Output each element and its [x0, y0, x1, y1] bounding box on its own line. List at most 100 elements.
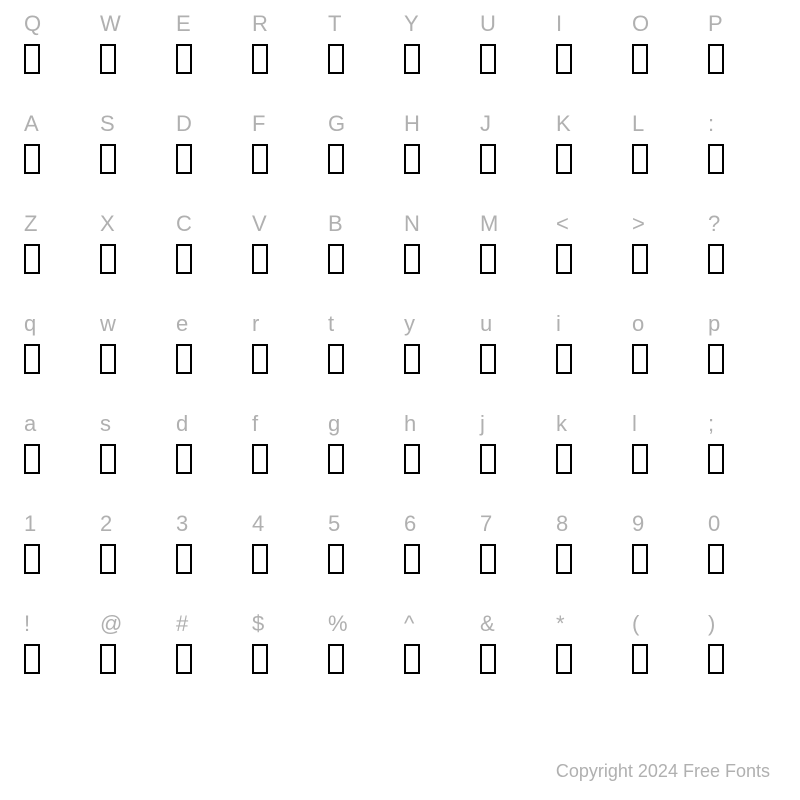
glyph-box — [252, 244, 268, 274]
char-cell: D — [172, 110, 248, 210]
char-label: C — [176, 210, 192, 238]
char-label: 0 — [708, 510, 720, 538]
char-cell: C — [172, 210, 248, 310]
char-cell: O — [628, 10, 704, 110]
glyph-box — [556, 144, 572, 174]
char-label: 8 — [556, 510, 568, 538]
char-cell: 6 — [400, 510, 476, 610]
char-label: * — [556, 610, 565, 638]
char-cell: 7 — [476, 510, 552, 610]
char-cell: H — [400, 110, 476, 210]
char-label: U — [480, 10, 496, 38]
char-label: 3 — [176, 510, 188, 538]
glyph-box — [100, 244, 116, 274]
glyph-box — [100, 344, 116, 374]
glyph-box — [708, 144, 724, 174]
char-label: ) — [708, 610, 715, 638]
char-label: < — [556, 210, 569, 238]
glyph-box — [556, 644, 572, 674]
char-label: w — [100, 310, 116, 338]
char-label: 4 — [252, 510, 264, 538]
char-label: M — [480, 210, 498, 238]
copyright-text: Copyright 2024 Free Fonts — [556, 761, 770, 782]
glyph-box — [176, 444, 192, 474]
char-cell: 3 — [172, 510, 248, 610]
glyph-box — [556, 544, 572, 574]
char-label: h — [404, 410, 416, 438]
char-label: @ — [100, 610, 122, 638]
glyph-box — [480, 144, 496, 174]
char-cell: s — [96, 410, 172, 510]
char-label: ^ — [404, 610, 414, 638]
char-label: # — [176, 610, 188, 638]
glyph-box — [480, 544, 496, 574]
glyph-box — [708, 44, 724, 74]
glyph-box — [556, 44, 572, 74]
glyph-box — [24, 144, 40, 174]
char-label: H — [404, 110, 420, 138]
glyph-box — [404, 44, 420, 74]
char-cell: : — [704, 110, 780, 210]
char-cell: % — [324, 610, 400, 710]
glyph-box — [404, 144, 420, 174]
char-label: s — [100, 410, 111, 438]
char-cell: ; — [704, 410, 780, 510]
char-label: D — [176, 110, 192, 138]
char-label: o — [632, 310, 644, 338]
char-label: L — [632, 110, 644, 138]
char-label: 2 — [100, 510, 112, 538]
glyph-box — [632, 244, 648, 274]
glyph-box — [252, 444, 268, 474]
char-cell: 9 — [628, 510, 704, 610]
char-label: T — [328, 10, 341, 38]
glyph-box — [24, 444, 40, 474]
char-cell: L — [628, 110, 704, 210]
char-cell: & — [476, 610, 552, 710]
char-label: a — [24, 410, 36, 438]
char-cell: B — [324, 210, 400, 310]
char-label: u — [480, 310, 492, 338]
glyph-box — [100, 444, 116, 474]
glyph-box — [480, 444, 496, 474]
char-cell: V — [248, 210, 324, 310]
char-cell: R — [248, 10, 324, 110]
char-cell: < — [552, 210, 628, 310]
char-cell: p — [704, 310, 780, 410]
char-cell: u — [476, 310, 552, 410]
char-label: p — [708, 310, 720, 338]
glyph-box — [480, 244, 496, 274]
char-cell: g — [324, 410, 400, 510]
glyph-box — [252, 344, 268, 374]
char-label: Z — [24, 210, 37, 238]
glyph-box — [24, 44, 40, 74]
char-label: I — [556, 10, 562, 38]
char-label: g — [328, 410, 340, 438]
char-cell: I — [552, 10, 628, 110]
char-label: e — [176, 310, 188, 338]
char-cell: Q — [20, 10, 96, 110]
char-cell: # — [172, 610, 248, 710]
char-label: Y — [404, 10, 419, 38]
glyph-box — [632, 444, 648, 474]
glyph-box — [480, 44, 496, 74]
char-cell: t — [324, 310, 400, 410]
char-cell: h — [400, 410, 476, 510]
char-cell: X — [96, 210, 172, 310]
char-label: J — [480, 110, 491, 138]
char-cell: o — [628, 310, 704, 410]
glyph-box — [404, 644, 420, 674]
char-cell: 5 — [324, 510, 400, 610]
char-cell: f — [248, 410, 324, 510]
char-label: i — [556, 310, 561, 338]
char-cell: ) — [704, 610, 780, 710]
char-label: y — [404, 310, 415, 338]
char-label: q — [24, 310, 36, 338]
glyph-box — [404, 444, 420, 474]
char-cell: l — [628, 410, 704, 510]
char-label: ? — [708, 210, 720, 238]
char-label: 6 — [404, 510, 416, 538]
char-cell: ( — [628, 610, 704, 710]
char-label: % — [328, 610, 348, 638]
char-label: A — [24, 110, 39, 138]
glyph-box — [632, 344, 648, 374]
